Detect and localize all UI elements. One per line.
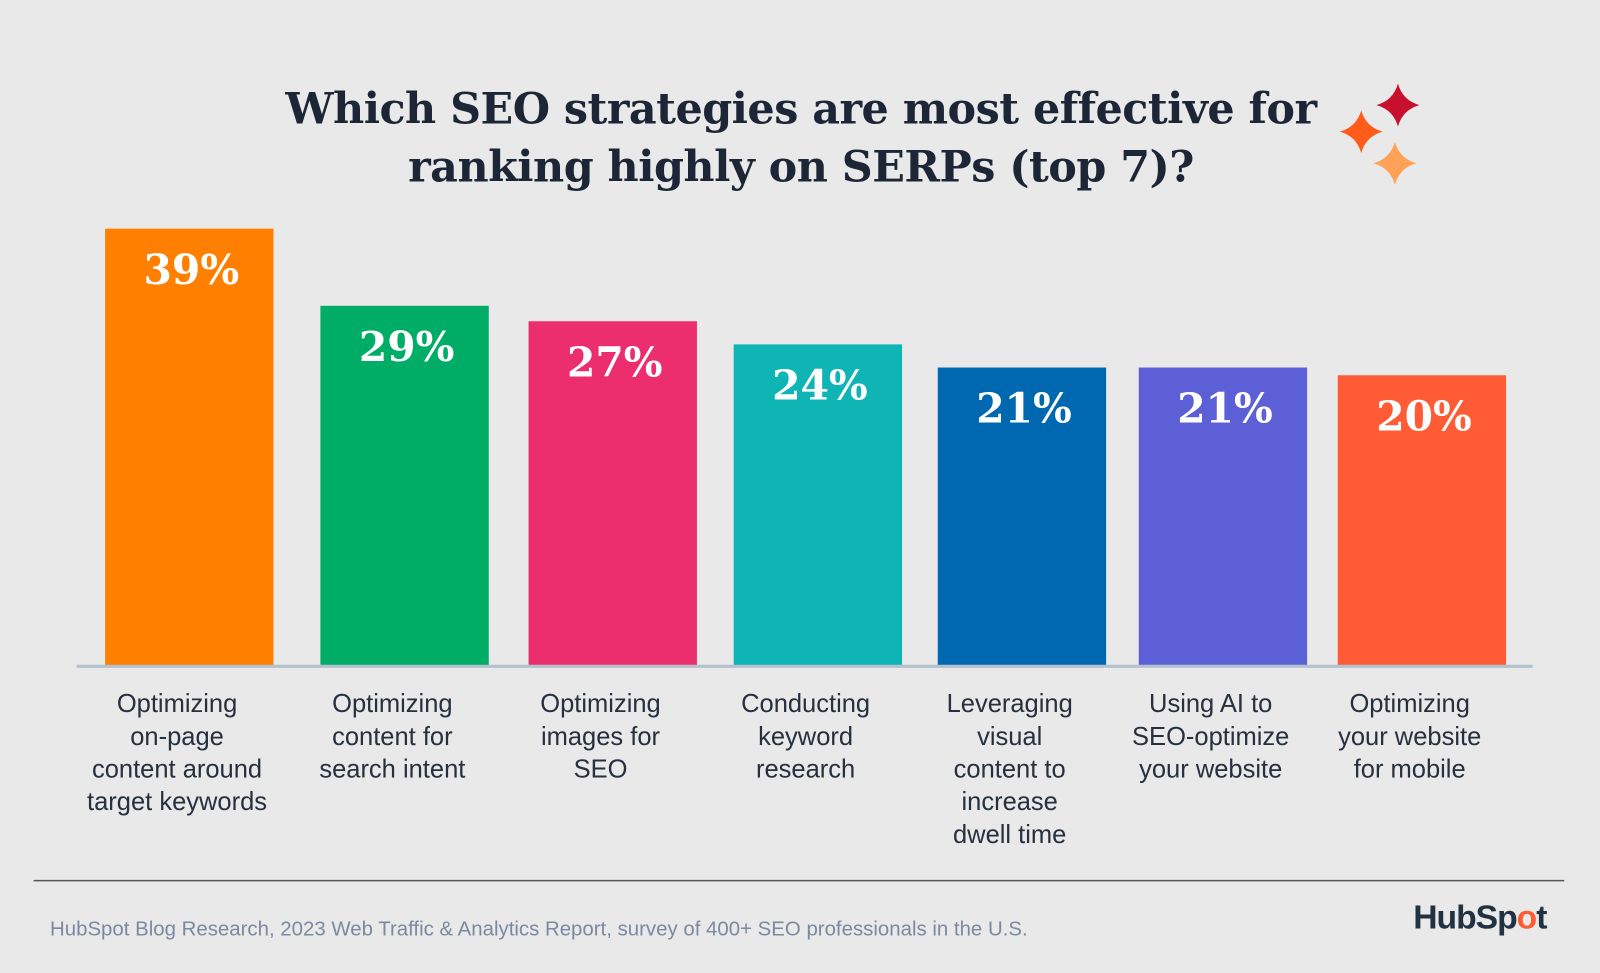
sparkle-star-orange-icon	[1339, 110, 1383, 154]
category-label-line: Conducting	[741, 690, 870, 718]
bar-1	[105, 228, 274, 666]
category-label-line: Leveraging	[947, 690, 1073, 718]
title-line-1: Which SEO strategies are most effective …	[285, 83, 1317, 134]
category-label-line: target keywords	[87, 788, 267, 816]
category-label-3: Optimizing images for SEO	[540, 690, 660, 783]
data-label-5: 21%	[976, 385, 1072, 433]
category-label-line: dwell time	[953, 821, 1066, 849]
data-label-3: 27%	[567, 338, 663, 386]
category-label-6: Using AI to SEO-optimize your website	[1132, 690, 1289, 783]
category-label-line: for mobile	[1354, 756, 1466, 784]
category-label-line: search intent	[319, 756, 465, 784]
title-line-2: ranking highly on SERPs (top 7)?	[408, 141, 1194, 192]
category-label-line: SEO	[574, 756, 628, 784]
category-label-2: Optimizing content for search intent	[319, 690, 465, 783]
data-label-6: 21%	[1177, 385, 1273, 433]
category-label-line: research	[756, 756, 855, 784]
category-label-7: Optimizing your website for mobile	[1338, 690, 1481, 783]
data-label-4: 24%	[772, 361, 868, 409]
bar-5	[937, 367, 1107, 666]
category-label-line: SEO-optimize	[1132, 723, 1289, 751]
sparkle-star-red-icon	[1376, 83, 1420, 127]
category-label-line: content around	[92, 756, 262, 784]
category-label-line: increase	[961, 788, 1057, 816]
bar-6	[1138, 367, 1308, 666]
category-label-line: your website	[1338, 723, 1481, 751]
sparkle-star-light-orange-icon	[1373, 141, 1417, 185]
data-label-2: 29%	[359, 323, 455, 371]
category-label-line: content for	[332, 723, 453, 751]
category-label-line: Using AI to	[1149, 690, 1272, 718]
category-label-line: Optimizing	[1349, 690, 1469, 718]
category-label-line: on-page	[130, 723, 224, 751]
hubspot-logo: HubSpot	[1413, 897, 1547, 936]
data-label-1: 39%	[144, 246, 240, 294]
category-label-line: Optimizing	[332, 690, 452, 718]
category-label-5: Leveraging visual content to increase dwell …	[947, 690, 1073, 849]
bar-3	[528, 321, 697, 666]
category-label-line: images for	[541, 723, 661, 751]
category-label-line: visual	[977, 723, 1042, 751]
category-label-4: Conducting keyword research	[741, 690, 870, 783]
source-note: HubSpot Blog Research, 2023 Web Traffic …	[49, 918, 1028, 941]
category-label-line: Optimizing	[117, 690, 237, 718]
chart-title: Which SEO strategies are most effective …	[204, 80, 1398, 196]
bar-4	[733, 344, 903, 666]
category-label-line: keyword	[758, 723, 853, 751]
data-label-7: 20%	[1376, 392, 1472, 440]
category-label-line: your website	[1139, 756, 1282, 784]
bar-2	[320, 305, 489, 666]
bar-7	[1337, 375, 1507, 666]
category-label-line: Optimizing	[540, 690, 660, 718]
category-label-line: content to	[954, 756, 1066, 784]
category-label-1: Optimizing on-page content around target ke…	[87, 690, 267, 816]
